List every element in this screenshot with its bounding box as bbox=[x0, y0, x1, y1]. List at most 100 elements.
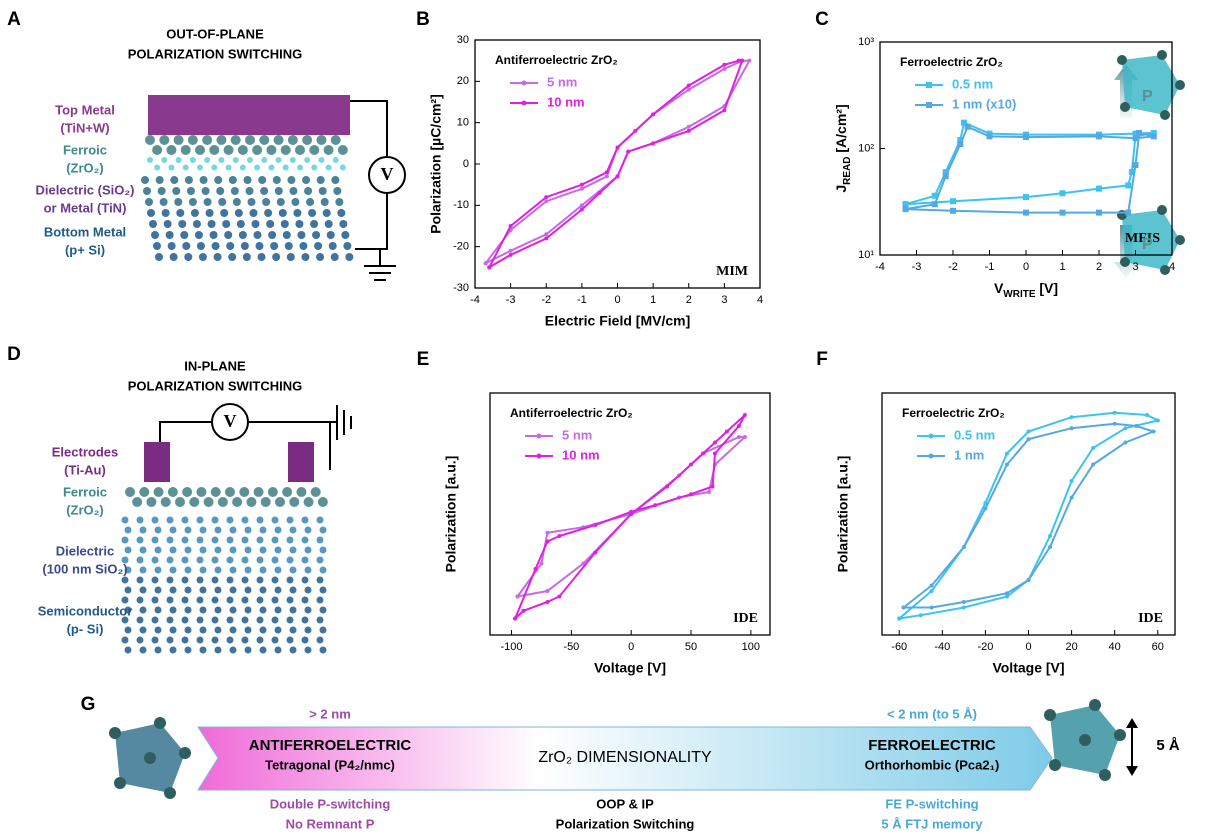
atom bbox=[168, 164, 175, 171]
atom bbox=[259, 566, 267, 574]
atom bbox=[151, 576, 159, 584]
atom bbox=[304, 187, 313, 195]
atom bbox=[165, 231, 174, 239]
point bbox=[1026, 578, 1031, 582]
atom bbox=[274, 187, 283, 195]
legend-marker bbox=[521, 80, 527, 86]
atom bbox=[147, 157, 153, 163]
annotation: IDE bbox=[1138, 611, 1163, 626]
voltmeter bbox=[368, 156, 406, 194]
atom bbox=[154, 717, 166, 729]
atom bbox=[203, 497, 214, 507]
atom bbox=[259, 586, 267, 594]
atom bbox=[302, 135, 313, 145]
atom bbox=[252, 145, 263, 155]
atom bbox=[184, 176, 193, 184]
point bbox=[686, 124, 691, 129]
atom bbox=[224, 231, 233, 239]
point bbox=[653, 503, 658, 508]
x-tick-label: 60 bbox=[1152, 641, 1164, 653]
legend-marker bbox=[926, 102, 932, 108]
atom bbox=[295, 145, 305, 155]
atom bbox=[319, 606, 327, 614]
point bbox=[983, 506, 988, 511]
atom bbox=[125, 487, 135, 497]
atom bbox=[253, 487, 264, 497]
atom bbox=[211, 516, 219, 524]
legend-title: Ferroelectric ZrO₂ bbox=[902, 406, 1005, 420]
atom bbox=[132, 497, 143, 507]
scale-arrow bbox=[1126, 766, 1138, 776]
atom bbox=[318, 187, 327, 195]
point bbox=[1123, 426, 1128, 431]
atom bbox=[220, 209, 229, 217]
point bbox=[1112, 421, 1117, 426]
y-tick-label: 10¹ bbox=[858, 249, 874, 261]
atom bbox=[151, 596, 159, 604]
atom bbox=[1160, 265, 1170, 275]
x-tick-label: 3 bbox=[1132, 261, 1138, 273]
x-tick-label: -2 bbox=[541, 294, 551, 306]
atom bbox=[217, 497, 228, 507]
atom bbox=[301, 536, 309, 544]
atom bbox=[274, 586, 282, 594]
atom bbox=[259, 606, 267, 614]
layer-label: Semiconductor bbox=[38, 603, 133, 618]
point bbox=[1151, 429, 1156, 434]
point bbox=[689, 462, 694, 467]
point bbox=[722, 62, 727, 67]
atom bbox=[271, 516, 279, 524]
atom bbox=[286, 536, 294, 544]
atom bbox=[274, 646, 282, 654]
point bbox=[651, 112, 656, 117]
atom bbox=[337, 209, 346, 217]
atom bbox=[244, 606, 252, 614]
voltmeter bbox=[211, 403, 249, 441]
atom bbox=[1157, 50, 1167, 60]
atom bbox=[203, 198, 212, 206]
atom bbox=[274, 606, 282, 614]
atom bbox=[160, 497, 171, 507]
atom bbox=[284, 242, 293, 250]
point bbox=[1112, 410, 1117, 415]
atom bbox=[199, 526, 207, 534]
crystal bbox=[1122, 55, 1180, 115]
x-tick-label: 2 bbox=[1096, 261, 1102, 273]
point bbox=[1069, 495, 1074, 500]
atom bbox=[205, 209, 214, 217]
legend-marker bbox=[536, 453, 542, 459]
atom bbox=[330, 135, 341, 145]
point bbox=[1004, 462, 1009, 467]
point bbox=[1059, 209, 1066, 216]
atom bbox=[184, 526, 192, 534]
atom bbox=[289, 546, 297, 554]
atom bbox=[308, 209, 317, 217]
point bbox=[1096, 185, 1102, 192]
point bbox=[665, 484, 670, 489]
atom bbox=[301, 596, 309, 604]
atom bbox=[304, 157, 311, 163]
atom bbox=[316, 636, 324, 644]
atom bbox=[234, 209, 243, 217]
atom bbox=[214, 546, 222, 554]
layer-label: Dielectric bbox=[56, 543, 115, 558]
atom bbox=[121, 556, 129, 564]
annotation: IDE bbox=[733, 611, 758, 626]
atom bbox=[196, 242, 205, 250]
atom bbox=[136, 596, 144, 604]
atom bbox=[286, 253, 295, 261]
legend-label: 5 nm bbox=[562, 427, 592, 442]
atom bbox=[145, 135, 155, 145]
atom bbox=[226, 242, 235, 250]
point bbox=[508, 224, 513, 228]
diagram-title: IN-PLANE bbox=[184, 358, 246, 373]
point bbox=[557, 534, 562, 538]
atom bbox=[270, 242, 279, 250]
point bbox=[1155, 418, 1160, 423]
point bbox=[1069, 479, 1074, 483]
layer-label: Top Metal bbox=[55, 102, 115, 117]
atom bbox=[199, 176, 208, 184]
point bbox=[929, 589, 934, 593]
point bbox=[964, 123, 971, 130]
axis-label: VWRITE [V] bbox=[994, 280, 1058, 300]
